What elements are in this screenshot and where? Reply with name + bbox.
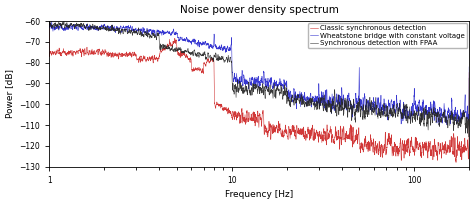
Wheatstone bridge with constant voltage (208, 45, 213, 48)
Wheatstone bridge with constant voltage (119, 30, 125, 33)
X-axis label: Frequency [Hz]: Frequency [Hz] (225, 190, 293, 199)
Synchronous detection with FPAA (466, 77, 472, 79)
Classic synchronous detection (208, 60, 213, 63)
Synchronous detection with FPAA (413, 120, 419, 123)
Wheatstone bridge with constant voltage (46, 20, 52, 22)
Synchronous detection with FPAA (458, 125, 464, 128)
Line: Classic synchronous detection: Classic synchronous detection (49, 21, 469, 162)
Synchronous detection with FPAA (466, 136, 472, 138)
Wheatstone bridge with constant voltage (466, 66, 472, 68)
Line: Wheatstone bridge with constant voltage: Wheatstone bridge with constant voltage (49, 21, 469, 125)
Title: Noise power density spectrum: Noise power density spectrum (180, 5, 338, 15)
Legend: Classic synchronous detection, Wheatstone bridge with constant voltage, Synchron: Classic synchronous detection, Wheatston… (308, 23, 467, 48)
Synchronous detection with FPAA (119, 29, 125, 31)
Wheatstone bridge with constant voltage (226, 48, 231, 51)
Wheatstone bridge with constant voltage (94, 27, 100, 30)
Classic synchronous detection (466, 71, 472, 74)
Classic synchronous detection (453, 161, 459, 164)
Classic synchronous detection (94, 48, 100, 51)
Classic synchronous detection (119, 55, 125, 57)
Classic synchronous detection (413, 145, 419, 147)
Wheatstone bridge with constant voltage (458, 111, 464, 114)
Wheatstone bridge with constant voltage (437, 124, 442, 126)
Synchronous detection with FPAA (46, 20, 52, 22)
Synchronous detection with FPAA (208, 54, 213, 57)
Synchronous detection with FPAA (226, 57, 231, 59)
Classic synchronous detection (226, 108, 231, 110)
Wheatstone bridge with constant voltage (413, 106, 419, 109)
Line: Synchronous detection with FPAA: Synchronous detection with FPAA (49, 21, 469, 137)
Classic synchronous detection (458, 146, 464, 148)
Synchronous detection with FPAA (94, 26, 100, 28)
Y-axis label: Power [dB]: Power [dB] (5, 69, 14, 118)
Classic synchronous detection (46, 20, 52, 22)
